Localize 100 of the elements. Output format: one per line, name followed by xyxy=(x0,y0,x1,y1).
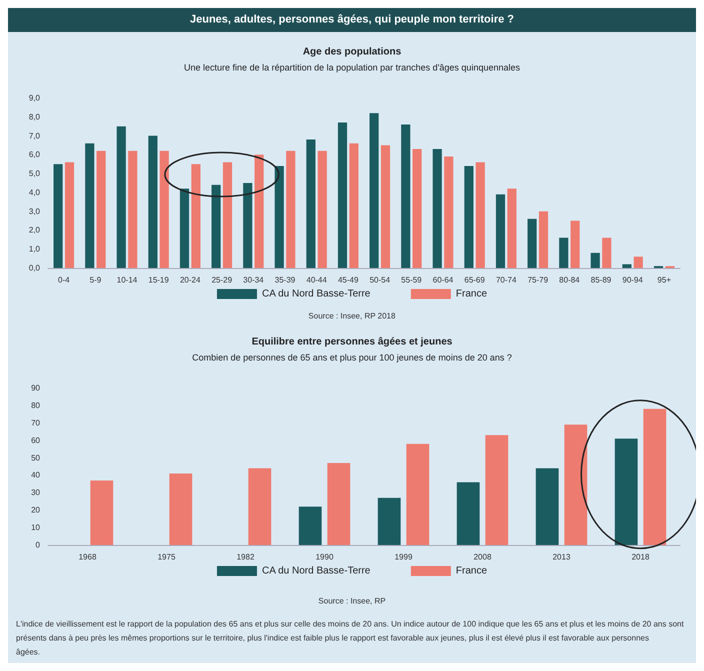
bar xyxy=(444,156,454,268)
y-tick-label: 4,0 xyxy=(28,188,41,197)
bar xyxy=(536,468,559,545)
x-tick-label: 0-4 xyxy=(58,276,70,284)
bar xyxy=(476,162,485,268)
y-tick-label: 20 xyxy=(31,506,41,515)
bar xyxy=(378,498,401,545)
bar xyxy=(116,126,126,268)
x-tick-label: 40-44 xyxy=(306,276,328,284)
chart-title: Age des populations xyxy=(302,46,402,58)
bar xyxy=(412,149,422,268)
bar xyxy=(274,166,284,268)
y-tick-label: 90 xyxy=(31,384,41,392)
bar xyxy=(254,154,264,268)
bar xyxy=(222,162,232,268)
y-tick-label: 9,0 xyxy=(28,94,41,102)
bar xyxy=(485,435,508,545)
bar xyxy=(564,424,588,545)
x-tick-label: 35-39 xyxy=(274,276,296,284)
bar xyxy=(349,143,358,268)
x-tick-label: 80-84 xyxy=(559,276,580,284)
x-tick-label: 2013 xyxy=(552,552,571,562)
x-tick-label: 1975 xyxy=(158,552,176,562)
bar xyxy=(406,444,430,545)
legend-label: CA du Nord Basse-Terre xyxy=(262,288,371,300)
legend-label: France xyxy=(456,566,488,576)
chart-subtitle: Une lecture fine de la répartition de la population par tranches d'âges quinquennales xyxy=(184,62,520,72)
x-tick-label: 65-69 xyxy=(464,276,486,284)
y-tick-label: 1,0 xyxy=(28,244,41,254)
chart-subtitle: Combien de personnes de 65 ans et plus pour 100 jeunes de moins de 20 ans ? xyxy=(192,352,512,362)
x-tick-label: 1968 xyxy=(78,552,97,562)
bar xyxy=(64,162,74,268)
bar xyxy=(243,183,252,268)
bar xyxy=(370,113,379,268)
y-tick-label: 60 xyxy=(31,436,41,445)
bar xyxy=(602,238,612,268)
x-tick-label: 95+ xyxy=(657,276,672,284)
y-tick-label: 50 xyxy=(31,453,41,462)
y-tick-label: 0,0 xyxy=(28,264,41,272)
x-tick-label: 1999 xyxy=(394,552,413,562)
legend-label: CA du Nord Basse-Terre xyxy=(262,566,371,576)
bar xyxy=(318,150,327,268)
x-tick-label: 15-19 xyxy=(148,276,170,284)
bar xyxy=(643,408,666,545)
x-tick-label: 25-29 xyxy=(212,276,233,284)
bar xyxy=(507,188,516,268)
text: L'indice de vieillissement est le rapport de la population des 65 ans et plus sur celle des moins de 20 ans. Un indice autour de 100 indique que les 65 ans et plus et les moins de 20 ans sont présents dans à peu près les mêmes proportions sur le territoire, plus l'indice est faible plus le rapport est favorable aux jeunes, plus il est élevé plus il est favorable aux personnes âgées. xyxy=(16,620,686,656)
y-tick-label: 70 xyxy=(31,418,41,428)
x-tick-label: 70-74 xyxy=(496,276,517,284)
bar xyxy=(128,150,138,268)
chart-title: Equilibre entre personnes âgées et jeunes xyxy=(252,336,453,348)
source-note: Source : Insee, RP xyxy=(318,596,386,606)
bar xyxy=(380,145,390,268)
x-tick-label: 60-64 xyxy=(432,276,454,284)
y-tick-label: 0 xyxy=(36,540,41,550)
bar xyxy=(286,150,296,268)
bar xyxy=(622,264,632,268)
bar xyxy=(634,256,643,268)
x-tick-label: 10-14 xyxy=(116,276,138,284)
x-tick-label: 85-89 xyxy=(590,276,612,284)
x-tick-label: 45-49 xyxy=(338,276,359,284)
bar xyxy=(590,252,600,268)
x-tick-label: 30-34 xyxy=(243,276,264,284)
y-tick-label: 10 xyxy=(31,523,41,532)
bar xyxy=(298,506,322,545)
bar xyxy=(191,164,200,268)
bar xyxy=(212,184,221,268)
bar xyxy=(464,166,474,268)
x-tick-label: 2018 xyxy=(632,552,650,562)
bar xyxy=(559,238,568,268)
bar xyxy=(85,143,94,268)
bar xyxy=(338,122,348,268)
bar xyxy=(528,218,537,268)
legend-label: France xyxy=(456,288,488,300)
bar xyxy=(306,140,316,268)
y-tick-label: 7,0 xyxy=(28,131,41,140)
y-tick-label: 8,0 xyxy=(28,112,41,122)
x-tick-label: 1982 xyxy=(236,552,255,562)
x-tick-label: 2008 xyxy=(474,552,492,562)
bar xyxy=(169,473,192,545)
bar xyxy=(180,188,190,268)
y-tick-label: 5,0 xyxy=(28,169,41,178)
bar xyxy=(148,136,158,268)
x-tick-label: 55-59 xyxy=(401,276,422,284)
y-tick-label: 2,0 xyxy=(28,226,41,235)
bar xyxy=(570,220,580,268)
bar xyxy=(96,150,106,268)
bar xyxy=(54,164,63,268)
bar xyxy=(538,211,548,268)
bar xyxy=(327,463,350,545)
bar xyxy=(456,482,480,545)
x-tick-label: 20-24 xyxy=(180,276,201,284)
bar xyxy=(248,468,272,545)
text: Jeunes, adultes, personnes âgées, qui peuple mon territoire ? xyxy=(190,14,514,26)
bar xyxy=(614,438,638,545)
y-tick-label: 80 xyxy=(31,400,41,410)
bar xyxy=(90,480,114,545)
x-tick-label: 50-54 xyxy=(370,276,391,284)
source-note: Source : Insee, RP 2018 xyxy=(308,312,396,320)
x-tick-label: 5-9 xyxy=(90,276,102,284)
